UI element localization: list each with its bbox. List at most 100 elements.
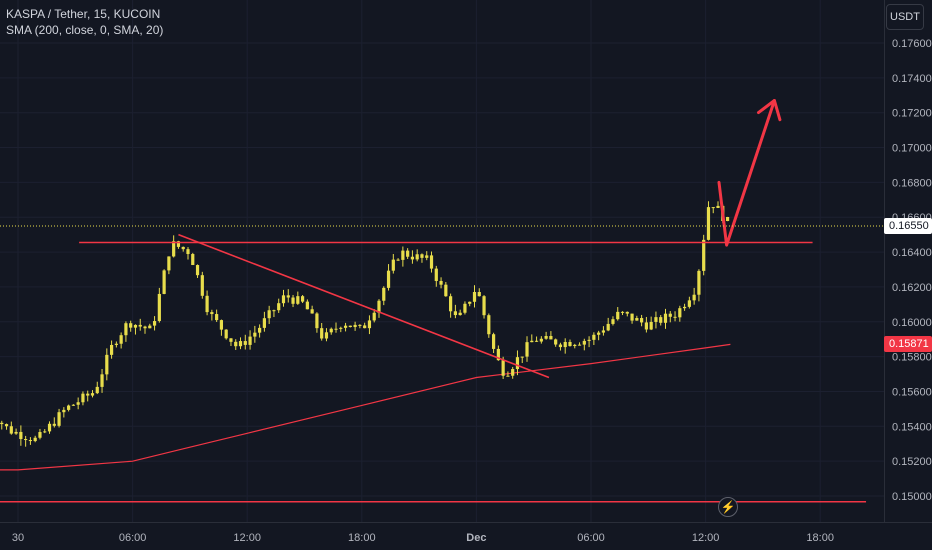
sma-price-tag: 0.15871: [884, 336, 932, 353]
drawings[interactable]: [0, 99, 884, 503]
candle-body: [401, 250, 405, 260]
candle-body: [363, 325, 367, 329]
candle-body: [635, 318, 639, 321]
candle-body: [444, 284, 448, 297]
y-tick-label: 0.16200: [892, 282, 932, 294]
candle-body: [248, 336, 252, 345]
candle-body: [525, 342, 529, 357]
candle-body: [463, 303, 467, 313]
candle-body: [682, 306, 687, 309]
candle-body: [81, 393, 85, 403]
candle-body: [453, 311, 457, 316]
candle-body: [195, 265, 200, 276]
candle-body: [9, 426, 13, 434]
candle-body: [119, 335, 123, 344]
candle-body: [219, 320, 224, 330]
candle-body: [506, 375, 510, 377]
y-tick-label: 0.16400: [892, 247, 932, 259]
candle-body: [172, 241, 176, 257]
candle-body: [281, 295, 286, 304]
candle-body: [406, 250, 410, 257]
y-tick-label: 0.15600: [892, 386, 932, 398]
candle-body: [386, 270, 391, 288]
candle-body: [711, 207, 715, 209]
arrow-path: [717, 99, 776, 247]
arrow-head: [757, 99, 782, 122]
candle-body: [277, 303, 281, 311]
candle-body: [105, 354, 109, 375]
candle-body: [554, 339, 558, 345]
candle-body: [659, 317, 663, 323]
candle-body: [644, 322, 648, 330]
candle-body: [496, 348, 500, 361]
candle-body: [243, 341, 247, 345]
candle-body: [511, 369, 515, 376]
candle-body: [396, 259, 400, 261]
candle-body: [90, 393, 95, 396]
candle-body: [300, 296, 305, 302]
candle-body: [663, 313, 668, 323]
y-tick-label: 0.15200: [892, 456, 932, 468]
candle-body: [649, 321, 653, 330]
candle-body: [587, 339, 591, 341]
candle-body: [0, 422, 4, 425]
candle-body: [477, 292, 481, 297]
candle-body: [367, 320, 372, 329]
candle-body: [238, 341, 243, 347]
lightning-icon[interactable]: ⚡: [718, 497, 738, 517]
candle-body: [673, 316, 677, 318]
candle-body: [420, 254, 424, 258]
candle-body: [482, 296, 486, 316]
candle-body: [129, 323, 133, 328]
x-tick-label: 30: [12, 532, 24, 544]
candle-body: [210, 312, 214, 315]
candle-body: [167, 256, 171, 271]
candle-body: [28, 440, 33, 442]
candle-body: [24, 439, 28, 441]
candle-body: [501, 360, 505, 376]
candle-body: [611, 319, 615, 324]
candle-body: [100, 374, 104, 387]
candle-body: [320, 328, 324, 339]
candle-body: [95, 386, 99, 394]
y-tick-label: 0.15000: [892, 491, 932, 503]
candle-body: [549, 336, 553, 340]
x-tick-label: 06:00: [577, 532, 605, 544]
x-tick-label: 18:00: [806, 532, 834, 544]
currency-button[interactable]: USDT: [886, 4, 924, 30]
x-tick-label: 18:00: [348, 532, 376, 544]
candle-body: [157, 293, 161, 322]
candle-body: [520, 356, 524, 358]
candle-body: [491, 334, 496, 349]
y-tick-label: 0.15800: [892, 352, 932, 364]
sma-series: [0, 343, 731, 471]
candle-body: [597, 332, 601, 335]
symbol-title[interactable]: KASPA / Tether, 15, KUCOIN: [6, 7, 161, 21]
sma-line: [0, 343, 731, 471]
candle-body: [425, 255, 429, 258]
candle-body: [592, 334, 596, 340]
candle-body: [286, 295, 290, 298]
candle-body: [372, 312, 376, 321]
candle-body: [625, 311, 629, 314]
candle-body: [133, 324, 138, 328]
x-tick-label: 06:00: [119, 532, 147, 544]
candle-body: [616, 311, 620, 320]
candle-body: [487, 315, 491, 335]
y-tick-label: 0.17200: [892, 108, 932, 120]
candle-body: [258, 327, 262, 333]
candle-body: [76, 402, 80, 405]
current-price-tag: 0.16550: [884, 217, 932, 234]
candle-body: [181, 246, 185, 250]
candle-body: [4, 424, 9, 427]
candle-body: [687, 300, 691, 307]
candle-body: [716, 205, 720, 208]
candle-body: [601, 330, 606, 333]
candle-body: [143, 326, 147, 329]
candle-body: [568, 341, 572, 347]
indicator-label[interactable]: SMA (200, close, 0, SMA, 20): [6, 23, 164, 37]
candle-body: [434, 268, 438, 281]
candle-body: [544, 336, 548, 339]
